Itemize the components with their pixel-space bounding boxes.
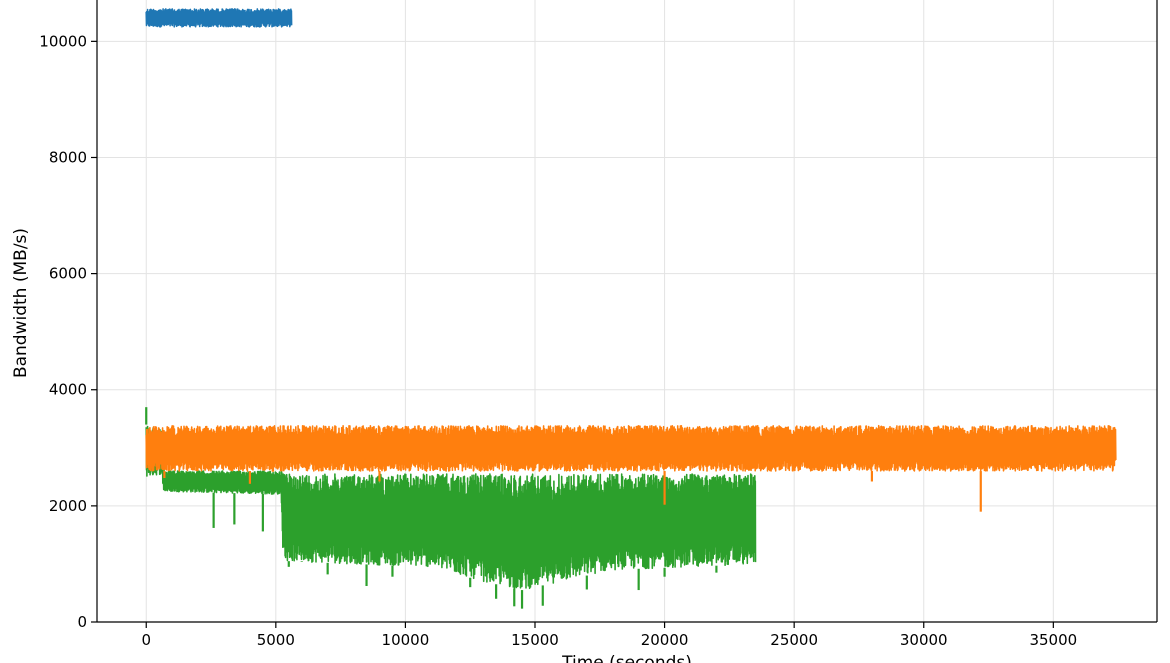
y-tick-label: 8000 — [49, 148, 87, 166]
x-tick-label: 25000 — [770, 631, 818, 649]
x-tick-label: 15000 — [511, 631, 559, 649]
plot-series — [145, 8, 1117, 609]
series-line — [145, 425, 757, 590]
y-tick-label: 6000 — [49, 265, 87, 283]
x-axis-label: Time (seconds) — [561, 653, 692, 663]
x-tick-label: 35000 — [1029, 631, 1077, 649]
series-0 — [145, 8, 293, 28]
x-tick-label: 20000 — [641, 631, 689, 649]
series-line — [145, 8, 293, 28]
y-tick-label: 4000 — [49, 381, 87, 399]
x-tick-label: 0 — [141, 631, 151, 649]
series-line — [145, 424, 1117, 472]
y-axis-label: Bandwidth (MB/s) — [11, 228, 31, 378]
axes: 0 5000 10000 15000 20000 25000 30000 35000 0 2000… — [39, 0, 1158, 649]
y-tick-label: 0 — [77, 613, 87, 631]
y-tick-label: 2000 — [49, 497, 87, 515]
series-1 — [145, 407, 757, 609]
x-tick-label: 10000 — [382, 631, 430, 649]
x-tick-label: 5000 — [257, 631, 295, 649]
series-2 — [145, 424, 1117, 512]
y-tick-label: 10000 — [39, 32, 87, 50]
x-tick-label: 30000 — [900, 631, 948, 649]
